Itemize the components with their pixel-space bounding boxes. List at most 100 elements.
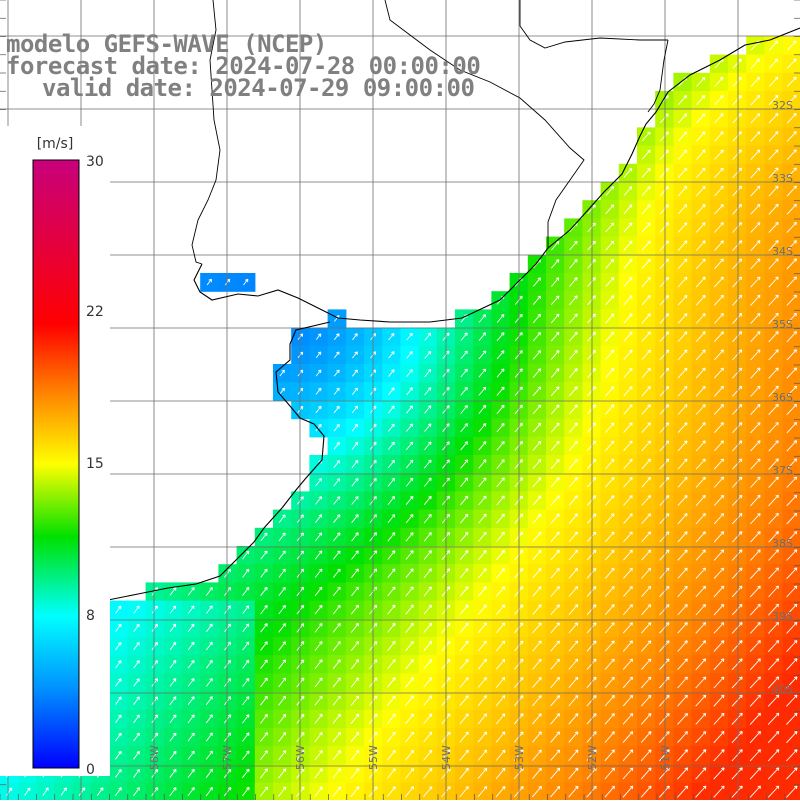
wind-arrow xyxy=(551,240,560,251)
wind-arrow xyxy=(242,568,250,578)
wind-arrow xyxy=(786,585,798,598)
wind-arrow xyxy=(424,368,432,378)
wind-arrow xyxy=(477,604,487,615)
wind-arrow xyxy=(259,750,268,761)
wind-arrow xyxy=(405,477,414,487)
wind-arrow xyxy=(387,586,396,597)
wind-arrow xyxy=(641,495,651,506)
wind-arrow xyxy=(459,622,469,633)
wind-arrow xyxy=(623,386,633,397)
wind-arrow xyxy=(732,422,743,434)
wind-arrow xyxy=(786,94,797,106)
wind-arrow xyxy=(351,387,358,395)
wind-arrow xyxy=(659,513,670,525)
wind-arrow xyxy=(750,385,761,397)
wind-arrow xyxy=(242,550,250,560)
wind-arrow xyxy=(387,568,396,579)
wind-arrow xyxy=(423,532,432,542)
wind-arrow xyxy=(750,367,761,379)
wind-arrow xyxy=(640,767,652,780)
lon-label-53w: 53W xyxy=(513,745,526,770)
wind-arrow xyxy=(768,185,779,197)
wind-arrow xyxy=(278,750,287,761)
wind-arrow xyxy=(387,659,396,670)
wind-arrow xyxy=(714,203,724,215)
wind-arrow xyxy=(260,713,268,724)
wind-arrow xyxy=(732,149,742,160)
wind-arrow xyxy=(568,513,578,524)
wind-arrow xyxy=(532,440,542,451)
wind-arrow xyxy=(659,694,670,707)
wind-arrow xyxy=(586,549,597,561)
wind-arrow xyxy=(350,622,359,633)
wind-arrow xyxy=(786,203,797,215)
wind-speed-cell xyxy=(782,782,800,802)
wind-arrow xyxy=(768,221,779,233)
wind-arrow xyxy=(695,567,706,579)
wind-arrow xyxy=(768,458,779,470)
wind-arrow xyxy=(604,640,615,652)
wind-arrow xyxy=(586,604,597,616)
wind-arrow xyxy=(478,495,487,506)
wind-arrow xyxy=(750,494,761,507)
wind-arrow xyxy=(749,712,761,725)
wind-arrow xyxy=(713,494,725,507)
wind-arrow xyxy=(714,113,724,124)
wind-arrow xyxy=(388,369,395,377)
wind-arrow xyxy=(224,586,232,596)
wind-arrow xyxy=(568,477,578,488)
wind-arrow xyxy=(388,387,395,396)
wind-arrow xyxy=(623,585,633,597)
wind-arrow xyxy=(568,713,579,725)
wind-arrow xyxy=(568,458,578,470)
wind-arrow xyxy=(731,749,743,762)
colorbar-gradient xyxy=(32,159,80,769)
wind-arrow xyxy=(586,458,597,470)
wind-arrow xyxy=(731,712,743,725)
wind-arrow xyxy=(622,676,634,689)
wind-arrow xyxy=(786,349,797,361)
wind-arrow xyxy=(659,549,670,561)
wind-arrow xyxy=(495,731,506,743)
wind-arrow xyxy=(405,640,414,652)
wind-arrow xyxy=(713,730,725,744)
wind-arrow xyxy=(243,278,249,286)
wind-arrow xyxy=(332,604,341,615)
wind-arrow xyxy=(677,167,688,178)
wind-arrow xyxy=(659,567,670,579)
wind-arrow xyxy=(332,641,341,651)
wind-arrow xyxy=(260,659,268,669)
wind-arrow xyxy=(314,550,323,560)
wind-arrow xyxy=(731,567,743,580)
wind-arrow xyxy=(677,640,688,652)
wind-arrow xyxy=(477,749,488,761)
wind-arrow xyxy=(677,240,688,251)
wind-arrow xyxy=(695,422,706,434)
wind-arrow xyxy=(115,769,122,778)
wind-arrow xyxy=(731,585,743,598)
wind-arrow xyxy=(713,531,725,543)
wind-arrow xyxy=(786,331,797,343)
wind-arrow xyxy=(495,658,506,670)
wind-arrow xyxy=(568,676,579,688)
wind-arrow xyxy=(677,149,688,160)
wind-arrow xyxy=(622,749,634,762)
wind-arrow xyxy=(659,585,670,598)
wind-arrow xyxy=(405,713,414,725)
wind-arrow xyxy=(696,167,706,179)
wind-arrow xyxy=(641,585,652,597)
wind-arrow xyxy=(424,332,432,341)
wind-arrow xyxy=(767,640,780,653)
wind-arrow xyxy=(659,531,670,543)
wind-arrow xyxy=(478,459,487,469)
wind-arrow xyxy=(622,694,634,707)
wind-arrow xyxy=(659,422,670,433)
wind-arrow xyxy=(550,549,560,561)
wind-arrow xyxy=(406,405,413,414)
wind-arrow xyxy=(604,767,615,780)
wind-arrow xyxy=(459,713,469,725)
wind-arrow xyxy=(586,513,597,524)
wind-arrow xyxy=(351,459,359,469)
wind-arrow xyxy=(206,278,212,286)
wind-arrow xyxy=(206,605,213,614)
